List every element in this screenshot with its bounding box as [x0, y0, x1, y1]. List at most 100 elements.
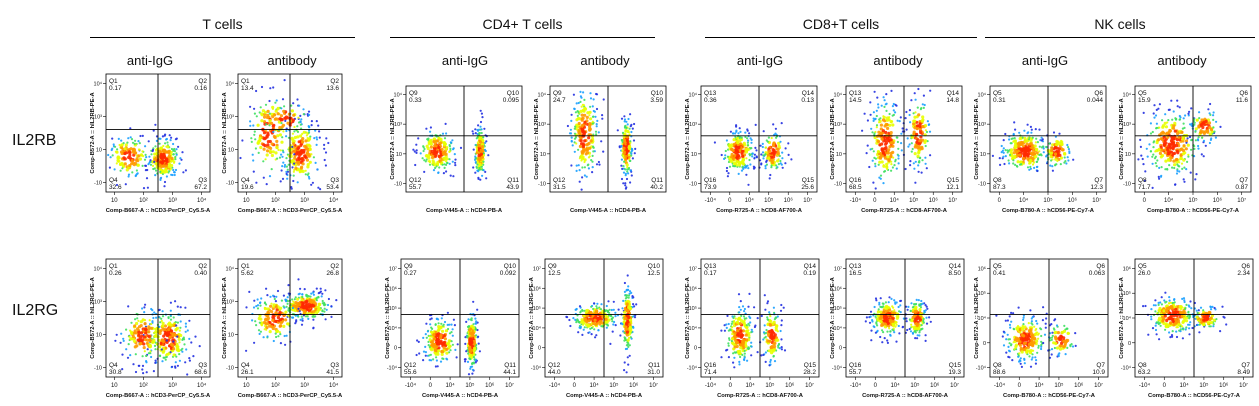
event-dot [173, 147, 176, 151]
event-dot [472, 340, 476, 344]
event-dot [744, 150, 748, 154]
event-dot [281, 136, 284, 139]
event-dot [474, 358, 478, 361]
event-dot [250, 140, 253, 143]
x-tick-label: 10² [271, 383, 280, 389]
event-dot [863, 112, 866, 115]
event-dot [258, 301, 262, 305]
event-dot [163, 324, 167, 328]
event-dot [137, 154, 141, 158]
event-dot [632, 326, 635, 329]
event-dot [142, 187, 146, 190]
event-dot [447, 327, 450, 331]
quadrant-percent: 0.31 [993, 97, 1006, 104]
event-dot [886, 157, 890, 161]
event-dot [255, 324, 258, 327]
event-dot [631, 157, 634, 160]
event-dot [741, 353, 744, 356]
event-dot [276, 289, 280, 293]
event-dot [759, 144, 762, 147]
event-dot [1194, 178, 1197, 181]
x-tick-label: 10² [139, 383, 148, 389]
event-dot [1035, 137, 1038, 140]
event-dot [266, 335, 269, 338]
event-dot [178, 359, 181, 362]
event-dot [1160, 166, 1163, 169]
event-dot [438, 159, 442, 163]
event-dot [574, 125, 577, 128]
quadrant-percent: 41.5 [326, 369, 339, 376]
event-dot [629, 336, 632, 339]
x-tick-label: 10⁵ [465, 382, 475, 389]
event-dot [624, 172, 627, 175]
event-dot [921, 103, 924, 106]
event-dot [164, 358, 167, 361]
event-dot [1031, 136, 1034, 139]
quadrant-percent: 0.26 [109, 270, 122, 277]
event-dot [1026, 157, 1030, 161]
event-dot [877, 106, 880, 109]
event-dot [595, 123, 598, 126]
event-dot [179, 157, 182, 160]
event-dot [621, 323, 624, 326]
event-dot [428, 160, 431, 163]
event-dot [871, 131, 874, 134]
event-dot [595, 334, 598, 337]
event-dot [155, 139, 158, 142]
event-dot [583, 139, 587, 143]
event-dot [288, 119, 293, 123]
event-dot [1176, 105, 1179, 108]
event-dot [1028, 168, 1031, 171]
event-dot [424, 333, 427, 336]
x-tick-label: 10³ [300, 198, 309, 204]
event-dot [621, 131, 625, 134]
event-dot [133, 345, 137, 349]
y-tick-label: 10⁶ [533, 285, 541, 292]
event-dot [258, 111, 261, 114]
event-dot [585, 308, 590, 313]
event-dot [631, 149, 634, 152]
event-dot [465, 350, 468, 353]
y-tick-label: 10⁴ [94, 265, 103, 272]
event-dot [1054, 163, 1057, 166]
event-dot [1058, 153, 1062, 157]
event-dot [299, 287, 302, 290]
event-dot [445, 170, 448, 173]
event-dot [170, 150, 173, 154]
x-tick-label: -10⁴ [549, 382, 561, 389]
event-dot [580, 142, 584, 146]
event-dot [1159, 137, 1163, 141]
event-dot [873, 90, 876, 93]
event-dot [1174, 158, 1178, 162]
event-dot [1063, 152, 1067, 156]
event-dot [134, 158, 139, 162]
event-dot [573, 127, 576, 130]
event-dot [1050, 148, 1054, 153]
quadrant-percent: 40.2 [650, 184, 663, 191]
event-dot [170, 173, 173, 176]
quadrant-percent: 26.1 [241, 369, 254, 376]
event-dot [252, 170, 255, 173]
event-dot [1188, 110, 1191, 113]
event-dot [302, 311, 306, 315]
event-dot [297, 307, 300, 310]
event-dot [258, 332, 261, 335]
x-axis-title: Comp-B667-A :: hCD3-PerCP_Cy5.5-A [238, 208, 343, 214]
event-dot [310, 153, 313, 156]
event-dot [578, 305, 582, 308]
event-dot [1193, 123, 1196, 126]
event-dot [1149, 122, 1152, 125]
event-dot [248, 290, 251, 293]
event-dot [1026, 123, 1029, 126]
event-dot [159, 137, 162, 140]
event-dot [1157, 175, 1160, 178]
event-dot [917, 170, 920, 173]
event-dot [774, 127, 777, 130]
event-dot [431, 327, 434, 330]
event-dot [1015, 164, 1018, 168]
event-dot [480, 112, 483, 115]
event-dot [575, 124, 578, 127]
event-dot [141, 355, 144, 358]
y-tick-label: 10⁴ [1123, 91, 1132, 98]
